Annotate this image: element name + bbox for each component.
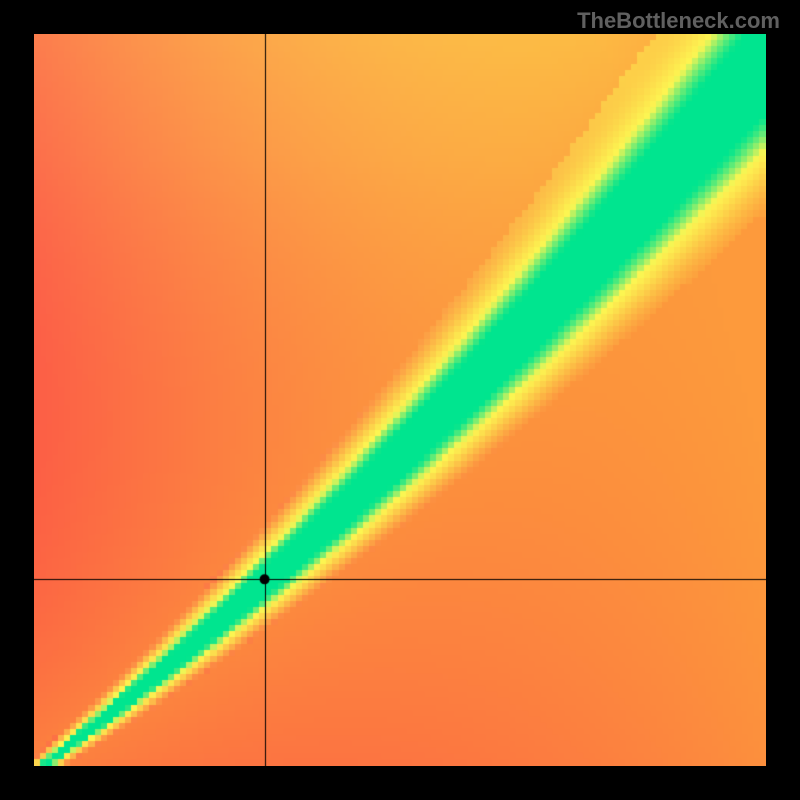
bottleneck-heatmap: [34, 34, 766, 766]
watermark-text: TheBottleneck.com: [577, 8, 780, 34]
plot-area: [34, 34, 766, 766]
